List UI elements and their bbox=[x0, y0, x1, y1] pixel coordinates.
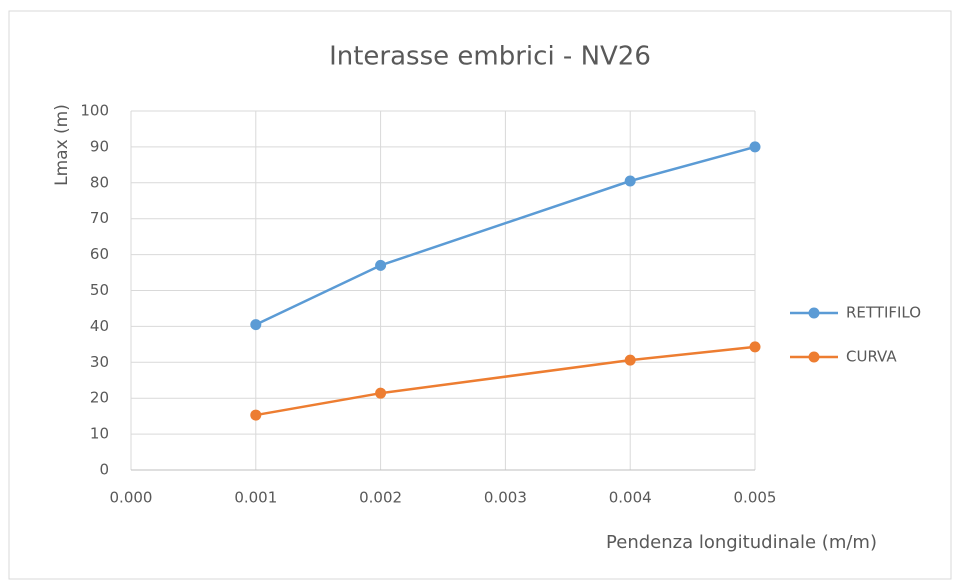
x-tick-label: 0.003 bbox=[484, 489, 527, 507]
y-tick-label: 100 bbox=[80, 102, 109, 120]
x-axis-label: Pendenza longitudinale (m/m) bbox=[606, 532, 877, 553]
data-point bbox=[250, 319, 262, 331]
data-point bbox=[749, 141, 761, 153]
x-tick-label: 0.001 bbox=[234, 489, 277, 507]
y-tick-label: 70 bbox=[90, 209, 109, 227]
series-line bbox=[255, 345, 756, 417]
y-tick-label: 20 bbox=[90, 389, 109, 407]
data-point bbox=[250, 409, 262, 421]
chart-border bbox=[8, 10, 952, 580]
legend-label: CURVA bbox=[846, 348, 897, 366]
y-tick-label: 40 bbox=[90, 317, 109, 335]
x-tick-label: 0.000 bbox=[110, 489, 153, 507]
y-tick-label: 10 bbox=[90, 425, 109, 443]
y-tick-label: 90 bbox=[90, 137, 109, 155]
x-tick-label: 0.004 bbox=[609, 489, 652, 507]
data-point bbox=[624, 175, 636, 187]
series-line bbox=[255, 145, 756, 326]
data-point bbox=[624, 354, 636, 366]
y-axis-label: Lmax (m) bbox=[52, 104, 72, 186]
x-tick-label: 0.002 bbox=[359, 489, 402, 507]
data-point bbox=[375, 387, 387, 399]
x-tick-label: 0.005 bbox=[734, 489, 777, 507]
y-tick-label: 30 bbox=[90, 353, 109, 371]
data-point bbox=[375, 259, 387, 271]
y-tick-label: 50 bbox=[90, 281, 109, 299]
data-point bbox=[749, 341, 761, 353]
y-tick-label: 60 bbox=[90, 245, 109, 263]
legend-marker bbox=[808, 351, 820, 363]
chart-title: Interasse embrici - NV26 bbox=[329, 42, 651, 72]
y-tick-label: 80 bbox=[90, 173, 109, 191]
y-tick-label: 0 bbox=[99, 461, 109, 479]
legend-label: RETTIFILO bbox=[846, 304, 921, 322]
legend-marker bbox=[808, 307, 820, 319]
